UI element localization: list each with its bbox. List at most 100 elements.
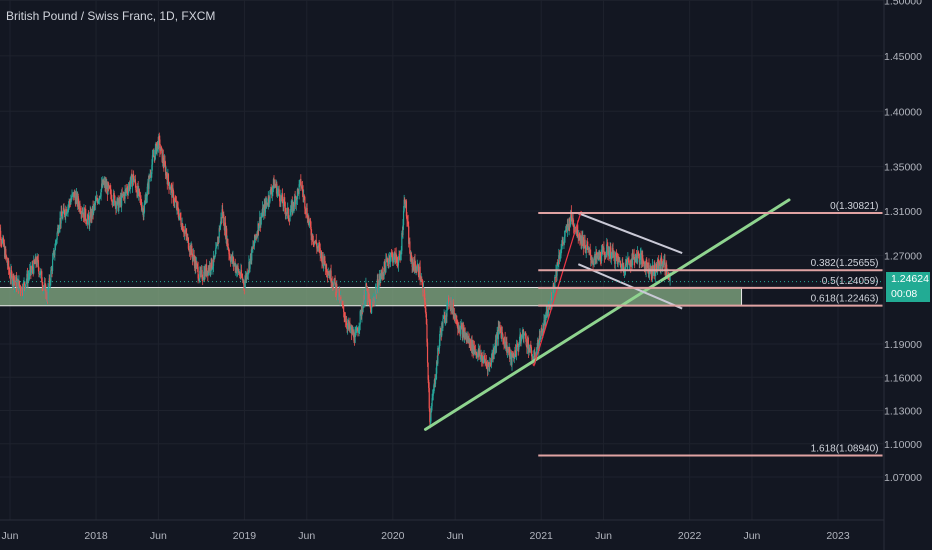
candle-up [542, 329, 544, 336]
candle-down [273, 179, 275, 189]
candle-down [303, 195, 305, 198]
candle-up [355, 332, 357, 334]
candle-down [530, 347, 533, 355]
candle-down [429, 408, 431, 423]
candle-up [131, 179, 134, 187]
candle-up [254, 234, 256, 245]
candle-up [107, 183, 109, 195]
candle-up [215, 247, 217, 255]
candle-up [215, 245, 217, 248]
candle-down [306, 207, 308, 218]
candle-up [52, 254, 54, 260]
candle-up [183, 230, 186, 234]
candle-down [135, 184, 137, 191]
candle-up [656, 259, 659, 270]
candle-down [228, 249, 230, 255]
candle-down [187, 236, 189, 238]
candle-down [243, 280, 245, 285]
candle-down [179, 213, 182, 219]
candle-down [133, 174, 135, 183]
candle-down [486, 363, 488, 365]
candle-up [400, 250, 402, 255]
candle-up [652, 270, 655, 274]
candle-down [660, 256, 663, 262]
candle-up [129, 183, 131, 189]
candle-up [434, 379, 437, 384]
candle-down [10, 270, 13, 274]
candle-up [563, 236, 566, 239]
candle-down [484, 356, 486, 359]
time-tick-label: Jun [2, 530, 19, 542]
candlesticks [0, 132, 671, 429]
candle-up [569, 221, 571, 227]
candle-up [30, 269, 33, 273]
candle-up [66, 212, 68, 214]
candle-up [380, 276, 382, 281]
price-tick-label: 1.50000 [884, 0, 922, 7]
candle-down [340, 296, 342, 300]
candle-down [456, 324, 458, 327]
candle-up [438, 339, 441, 349]
price-tick-label: 1.19000 [884, 339, 922, 351]
candle-up [538, 335, 540, 347]
candle-up [501, 332, 503, 338]
candle-up [56, 232, 58, 240]
candle-up [347, 324, 349, 329]
candle-down [514, 350, 517, 356]
candle-up [121, 193, 123, 206]
candle-up [535, 351, 538, 358]
candle-up [98, 196, 100, 200]
candle-up [252, 245, 254, 249]
candle-up [296, 189, 299, 199]
candle-down [312, 241, 314, 243]
candle-down [616, 257, 618, 258]
candle-up [416, 266, 418, 271]
candle-down [49, 278, 51, 283]
candle-down [463, 328, 465, 338]
candle-down [365, 283, 368, 290]
candle-down [288, 218, 290, 221]
candle-up [432, 393, 434, 396]
candle-down [341, 302, 344, 306]
candle-down [384, 262, 386, 268]
candle-up [558, 255, 560, 265]
candle-down [507, 348, 509, 351]
candle-down [5, 249, 7, 256]
candle-down [343, 305, 345, 312]
candle-up [214, 254, 216, 257]
candle-up [10, 270, 12, 279]
candle-down [201, 269, 203, 280]
candle-down [312, 234, 314, 242]
candle-down [448, 297, 450, 306]
candle-up [431, 398, 433, 407]
candle-down [30, 266, 32, 273]
candle-down [414, 266, 417, 272]
candle-down [424, 293, 426, 302]
candle-down [74, 192, 76, 197]
candle-up [267, 204, 269, 206]
candle-down [164, 160, 166, 166]
candle-down [421, 279, 423, 283]
candle-up [487, 363, 489, 371]
candle-down [300, 179, 302, 187]
price-axis[interactable]: 1.07000 1.10000 1.13000 1.16000 1.19000 1.270… [884, 0, 922, 484]
candle-down [110, 194, 112, 201]
candle-up [115, 204, 118, 209]
candle-down [530, 344, 532, 348]
candle-up [146, 186, 148, 197]
candle-up [446, 299, 449, 305]
candle-up [55, 241, 57, 244]
candle-down [423, 288, 425, 294]
candle-up [13, 280, 15, 287]
candle-down [615, 254, 618, 258]
candle-up [377, 287, 380, 290]
price-tick-label: 1.31000 [884, 206, 922, 218]
candle-up [429, 421, 431, 423]
candle-down [0, 240, 2, 242]
candle-down [363, 295, 365, 305]
candle-up [58, 229, 60, 234]
price-tick-label: 1.13000 [884, 406, 922, 418]
candle-down [368, 298, 370, 301]
time-axis[interactable]: Jun 2018 Jun 2019 Jun 2020 Jun 2021 Jun 2022 Jun 20… [2, 530, 850, 542]
